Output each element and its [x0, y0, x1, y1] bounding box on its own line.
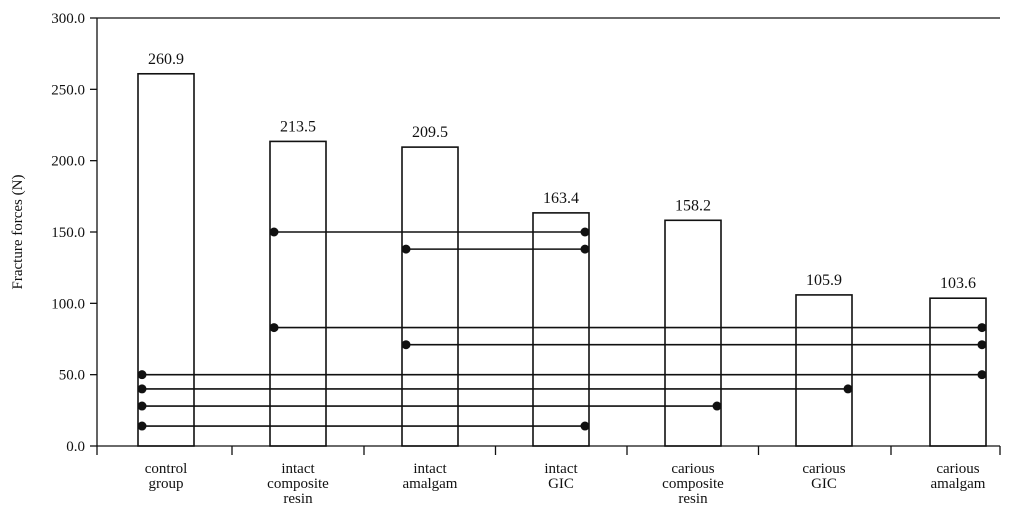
value-label-1: 213.5 [280, 118, 316, 135]
connector-dot-start-1 [401, 244, 411, 254]
connector-dot-end-7 [580, 421, 590, 431]
significance-connector-0 [269, 227, 590, 237]
value-label-5: 105.9 [806, 272, 842, 289]
connector-dot-start-3 [401, 340, 411, 350]
y-tick-label-1: 50.0 [59, 368, 85, 384]
significance-connector-1 [401, 244, 590, 254]
significance-connector-7 [137, 421, 590, 431]
x-tick-label-1: intact composite resin [267, 461, 329, 507]
connector-dot-start-0 [269, 227, 279, 237]
connector-dot-start-4 [137, 370, 147, 380]
significance-connector-6 [137, 401, 722, 411]
value-label-3: 163.4 [543, 190, 579, 207]
bar-3 [532, 212, 590, 447]
y-tick-label-6: 300.0 [51, 11, 85, 27]
connector-dot-start-2 [269, 323, 279, 333]
significance-connector-3 [401, 340, 987, 350]
x-tick-label-5: carious GIC [802, 461, 845, 492]
value-label-4: 158.2 [675, 197, 711, 214]
bars [137, 72, 987, 447]
y-tick-label-2: 100.0 [51, 296, 85, 312]
connector-dot-start-5 [137, 384, 147, 394]
connector-dot-start-6 [137, 401, 147, 411]
bar-2 [401, 146, 459, 447]
connector-dot-end-4 [977, 370, 987, 380]
x-tick-label-3: intact GIC [544, 461, 578, 492]
connector-dot-end-5 [843, 384, 853, 394]
x-tick-label-2: intact amalgam [403, 461, 458, 492]
significance-connector-4 [137, 370, 987, 380]
y-tick-label-5: 250.0 [51, 82, 85, 98]
value-label-6: 103.6 [940, 275, 976, 292]
connector-dot-end-3 [977, 340, 987, 350]
connector-dot-end-0 [580, 227, 590, 237]
x-tick-label-6: carious amalgam [931, 461, 986, 492]
connector-dot-end-6 [712, 401, 722, 411]
axes: 0.0 50.0 100.0 150.0 200.0 250.0 300.0 control g… [51, 11, 1001, 507]
connector-dot-end-1 [580, 244, 590, 254]
value-label-0: 260.9 [148, 51, 184, 68]
y-tick-label-3: 150.0 [51, 225, 85, 241]
connector-dot-start-7 [137, 421, 147, 431]
connector-dot-end-2 [977, 323, 987, 333]
y-tick-label-0: 0.0 [66, 439, 85, 455]
x-tick-label-4: carious composite resin [662, 461, 724, 507]
significance-connector-5 [137, 384, 853, 394]
x-tick-label-0: control group [145, 461, 188, 492]
y-axis-title: Fracture forces (N) [10, 175, 26, 290]
bar-5 [795, 294, 853, 447]
significance-connector-2 [269, 323, 987, 333]
bar-6 [929, 297, 987, 447]
bar-0 [137, 72, 195, 447]
significance-connectors [137, 227, 987, 431]
value-label-2: 209.5 [412, 124, 448, 141]
bar-1 [269, 140, 327, 447]
bar-4 [664, 219, 722, 447]
value-labels: 260.9 213.5 209.5 163.4 158.2 105.9 103.6 [148, 51, 976, 292]
y-tick-label-4: 200.0 [51, 154, 85, 170]
